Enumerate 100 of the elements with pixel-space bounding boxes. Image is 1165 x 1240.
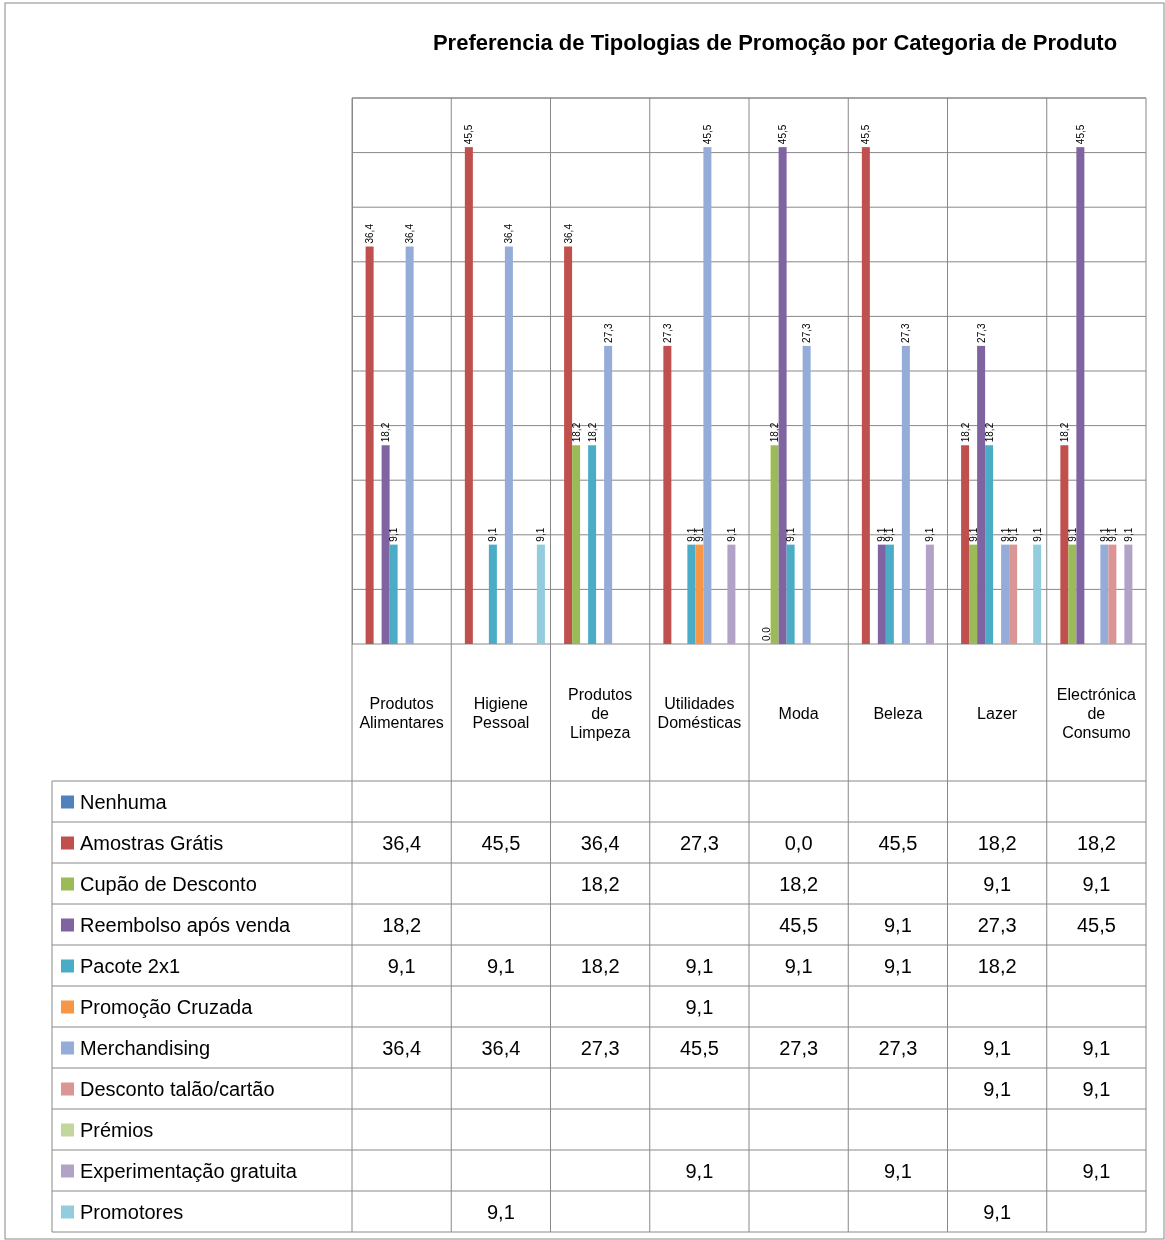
text: 27,3	[975, 323, 987, 343]
text: 9,1	[685, 527, 697, 542]
data-label: 27,3	[779, 1036, 819, 1059]
text: 9,1	[685, 995, 714, 1018]
bar	[861, 147, 870, 644]
legend-label: Nenhuma	[80, 790, 168, 813]
text: 45,5	[463, 124, 475, 145]
data-label: 45,5	[679, 1036, 719, 1059]
x-tick-label: Produtos Alimentares	[359, 695, 444, 731]
text: 36,4	[562, 224, 574, 244]
text: 18,2	[380, 422, 392, 443]
data-label: 9,1	[883, 954, 912, 977]
bar	[969, 544, 978, 644]
bar	[1009, 544, 1018, 644]
data-label: 9,1	[387, 954, 416, 977]
text: 18,2	[1058, 422, 1070, 443]
x-tick-label: Moda	[778, 704, 819, 722]
bar	[925, 544, 934, 644]
bar	[877, 544, 886, 644]
text: 36,4	[404, 224, 416, 244]
text: 18,2	[570, 422, 582, 443]
chart-title: Preferencia de Tipologias de Promoção por Categoria de Produto	[432, 30, 1118, 55]
bar	[885, 544, 894, 644]
text: 18,2	[769, 422, 781, 443]
text: 9,1	[1098, 527, 1110, 542]
data-label: 9,1	[1082, 1036, 1111, 1059]
data-label: 45,5	[878, 831, 918, 854]
bar	[663, 345, 672, 644]
text: 27,3	[661, 323, 673, 343]
data-label: 9,1	[983, 1077, 1012, 1100]
x-tick-label: Beleza	[873, 704, 923, 722]
data-label: 9,1	[1082, 1159, 1111, 1182]
text: 27,3	[801, 323, 813, 343]
data-label: 9,1	[883, 1159, 912, 1182]
text: 9,1	[785, 527, 797, 542]
data-label: 9,1	[685, 954, 714, 977]
bar	[1033, 544, 1042, 644]
data-label: 9,1	[983, 872, 1012, 895]
bar	[770, 445, 779, 644]
data-label: 18,2	[580, 954, 620, 977]
data-label: 18,2	[977, 831, 1017, 854]
legend-label: Amostras Grátis	[80, 831, 224, 854]
text: 45,5	[860, 124, 872, 145]
data-label: 9,1	[685, 1159, 714, 1182]
text: 18,2	[959, 422, 971, 443]
bar	[1068, 544, 1077, 644]
bar	[778, 147, 787, 644]
data-label: 45,5	[779, 913, 819, 936]
legend-label: Prémios	[80, 1118, 154, 1141]
bar	[604, 345, 613, 644]
data-label: 27,3	[679, 831, 719, 854]
bar	[1076, 147, 1085, 644]
text: 0,0	[761, 627, 773, 641]
legend-label: Experimentação gratuita	[80, 1159, 298, 1182]
text: 9,1	[1122, 527, 1134, 542]
data-label: 0,0	[784, 831, 813, 854]
data-label: 18,2	[382, 913, 422, 936]
bar	[802, 345, 811, 644]
x-tick-label: Produtos de Limpeza	[568, 685, 633, 741]
data-label: 18,2	[1076, 831, 1116, 854]
bar	[572, 445, 581, 644]
text: 45,5	[777, 124, 789, 145]
data-label: 18,2	[580, 872, 620, 895]
text: 9,1	[487, 527, 499, 542]
bar	[977, 345, 986, 644]
bar	[405, 246, 414, 644]
legend-label: Cupão de Desconto	[80, 872, 257, 895]
legend-label: Desconto talão/cartão	[80, 1077, 275, 1100]
data-label: 9,1	[486, 954, 515, 977]
text: 18,2	[586, 422, 598, 443]
legend-label: Pacote 2x1	[80, 954, 181, 977]
data-label: 45,5	[481, 831, 521, 854]
bar	[687, 544, 696, 644]
bar	[703, 147, 712, 644]
bar	[389, 544, 398, 644]
x-tick-label: Utilidades Domésticas	[657, 695, 742, 731]
bar	[381, 445, 390, 644]
bar	[727, 544, 736, 644]
legend-label: Promotores	[80, 1200, 184, 1223]
text: 9,1	[999, 527, 1011, 542]
legend-label: Reembolso após venda	[80, 913, 292, 936]
bar	[564, 246, 573, 644]
text: 45,5	[701, 124, 713, 145]
data-label: 45,5	[1076, 913, 1116, 936]
text: 27,3	[900, 323, 912, 343]
data-label: 27,3	[977, 913, 1017, 936]
data-label: 18,2	[779, 872, 819, 895]
data-label: 9,1	[1082, 872, 1111, 895]
bar	[1108, 544, 1117, 644]
text: 9,1	[725, 527, 737, 542]
bar	[695, 544, 704, 644]
x-tick-label: Lazer	[977, 704, 1018, 722]
data-label: 9,1	[983, 1036, 1012, 1059]
text: 36,4	[364, 224, 376, 244]
legend-label: Merchandising	[80, 1036, 211, 1059]
text: 27,3	[602, 323, 614, 343]
data-label: 27,3	[580, 1036, 620, 1059]
bar	[1124, 544, 1133, 644]
text: 9,1	[924, 527, 936, 542]
bar	[1060, 445, 1069, 644]
